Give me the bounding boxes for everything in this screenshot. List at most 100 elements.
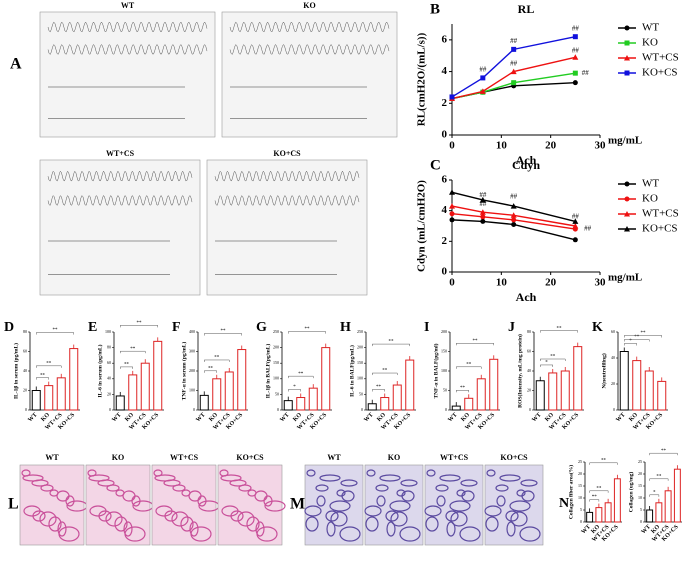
tissue-blob: [106, 484, 120, 492]
trace-wave: [47, 194, 193, 206]
tissue-blob: [325, 510, 339, 522]
significance-label: **: [137, 321, 143, 326]
bar: [31, 390, 41, 411]
panel-letter: A: [10, 56, 22, 73]
y-tick-label: 40: [527, 368, 531, 373]
chart-title: Cdyn: [512, 158, 540, 172]
bar: [655, 502, 663, 523]
annotation: ##: [572, 212, 580, 220]
x-tick-label: 20: [545, 277, 557, 289]
x-unit: mg/mL: [608, 272, 642, 284]
y-tick-label: 80: [23, 329, 27, 334]
x-tick-label: KO: [376, 412, 387, 423]
tissue-blob: [400, 479, 418, 487]
bar: [489, 358, 499, 411]
annotation: ##: [479, 66, 487, 74]
y-tick-label: 150: [357, 360, 363, 365]
y-tick-label: 0: [361, 407, 363, 412]
tissue-blob: [424, 505, 442, 517]
marker: [624, 196, 630, 202]
significance-label: **: [40, 373, 46, 378]
x-tick-label: KO: [590, 524, 601, 535]
y-tick-label: 20: [578, 471, 582, 476]
y-tick-label: 150: [441, 348, 447, 353]
y-tick-label: 80: [107, 345, 111, 350]
y-tick-label: 60: [611, 329, 615, 334]
tissue-blob: [460, 479, 478, 487]
y-tick-label: 200: [441, 329, 447, 334]
tissue-blob: [163, 479, 181, 487]
tissue-blob: [39, 511, 57, 527]
significance-label: *: [629, 339, 632, 344]
y-tick-label: 20: [527, 387, 531, 392]
series-line: [451, 219, 576, 241]
significance-label: **: [656, 474, 662, 479]
bar: [573, 346, 583, 411]
y-tick-label: 80: [527, 329, 531, 334]
tissue-blob: [499, 474, 521, 482]
y-tick-label: 20: [638, 471, 642, 476]
significance-bracket: [288, 389, 301, 392]
image-frame: [217, 464, 283, 546]
marker: [624, 211, 630, 217]
marker: [572, 80, 578, 86]
y-tick-label: 20: [23, 387, 27, 392]
y-tick-label: 150: [273, 360, 279, 365]
tissue-blob: [304, 505, 322, 517]
y-tick-label: 0: [442, 129, 448, 141]
bar: [308, 387, 318, 411]
y-axis-label: IL-1β in serum (pg/mL): [12, 343, 19, 399]
bar: [237, 349, 247, 411]
y-tick-label: 15: [638, 483, 642, 488]
tissue-blob: [485, 516, 499, 532]
marker: [624, 25, 630, 31]
significance-bracket: [540, 330, 578, 333]
significance-bracket: [624, 343, 637, 346]
tissue-blob: [425, 516, 439, 532]
tissue-blob: [57, 521, 67, 537]
annotation: ##: [510, 37, 518, 45]
bar: [586, 511, 594, 523]
significance-label: **: [550, 355, 556, 360]
y-axis-label: Cdyn (mL/cmH2O): [416, 180, 428, 272]
panel-letter: L: [8, 496, 19, 513]
tissue-blob: [190, 526, 212, 542]
marker: [511, 46, 517, 52]
annotation: ##: [510, 59, 518, 67]
tissue-blob: [450, 511, 468, 527]
significance-label: **: [53, 328, 59, 333]
image-caption: KO+CS: [273, 149, 301, 158]
trace-wave: [47, 170, 193, 182]
bar: [548, 372, 558, 411]
x-tick-label: WT: [531, 412, 542, 423]
x-tick-label: KO: [40, 412, 51, 423]
significance-bracket: [288, 331, 326, 334]
image-frame: [39, 11, 216, 138]
significance-label: **: [557, 326, 563, 331]
series-line: [451, 205, 576, 227]
tissue-blob: [164, 510, 178, 522]
significance-label: **: [124, 363, 130, 368]
image-frame: [85, 464, 151, 546]
image-caption: KO: [112, 453, 124, 462]
bar: [212, 378, 222, 411]
bar: [644, 370, 654, 411]
x-tick-label: KO: [650, 524, 661, 535]
x-tick-label: 0: [449, 277, 455, 289]
bar: [367, 403, 377, 411]
bar: [153, 340, 163, 411]
tissue-blob: [180, 516, 194, 532]
marker: [572, 237, 578, 243]
tissue-blob: [114, 516, 128, 532]
y-axis-label: IL-6 in BALF(pg/mL): [348, 345, 355, 397]
tissue-blob: [376, 495, 386, 507]
x-tick-label: 30: [595, 140, 607, 152]
marker: [511, 217, 517, 223]
y-axis-label: IL-1β in BALF(pg/mL): [264, 344, 271, 399]
tissue-blob: [98, 510, 112, 522]
tissue-blob: [105, 511, 123, 527]
y-tick-label: 20: [107, 391, 111, 396]
y-tick-label: 6: [442, 33, 448, 45]
significance-label: **: [641, 331, 647, 336]
